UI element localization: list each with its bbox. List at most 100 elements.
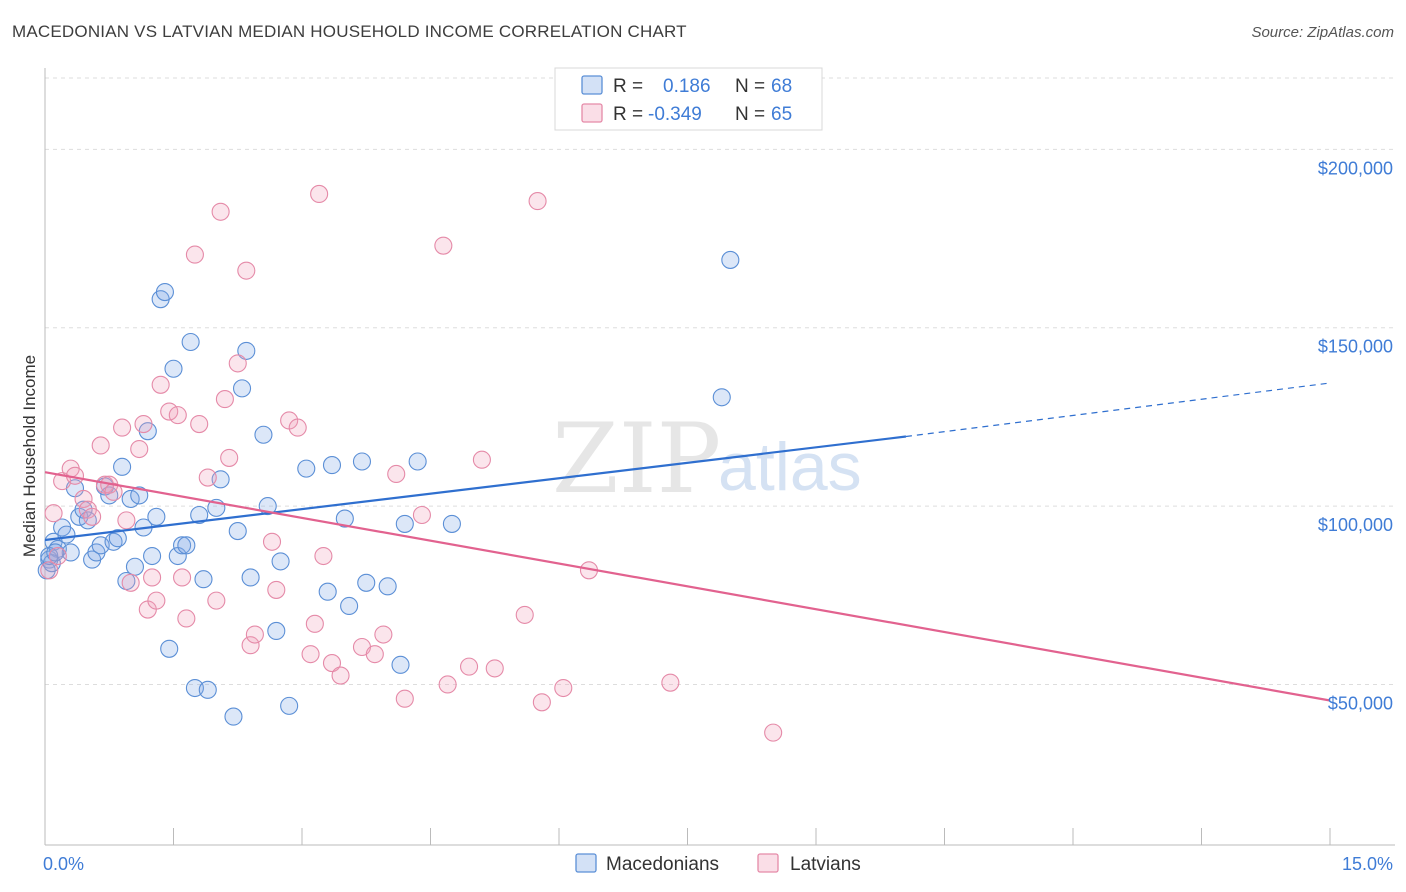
macedonian-point (378, 577, 397, 596)
macedonians-trend-extension (905, 382, 1331, 438)
macedonian-point (340, 596, 359, 616)
macedonian-point (322, 456, 342, 475)
macedonian-point (352, 452, 372, 471)
macedonian-point (177, 536, 196, 555)
latvian-point (91, 436, 110, 455)
legend-box (554, 67, 823, 131)
macedonian-point (113, 457, 132, 476)
macedonian-point (194, 570, 213, 589)
y-tick-label: $200,000 (1318, 158, 1393, 178)
macedonian-point (130, 486, 149, 505)
macedonian-point (147, 507, 166, 526)
latvian-point (185, 245, 204, 264)
latvian-point (40, 561, 59, 580)
latvian-point (288, 418, 307, 437)
trend-lines (44, 382, 1331, 702)
latvian-point (177, 609, 196, 628)
latvian-point (438, 675, 457, 694)
legend-r-label-blue: R = (613, 76, 643, 97)
bottom-legend-latvians: Latvians (790, 854, 861, 875)
latvian-point (44, 504, 63, 523)
latvian-point (331, 666, 350, 685)
macedonian-point (181, 332, 200, 352)
latvian-point (117, 511, 136, 530)
latvian-point (215, 390, 234, 409)
legend-n-label-blue: N = (735, 76, 765, 97)
macedonian-point (241, 568, 260, 587)
latvian-point (472, 450, 491, 469)
latvian-point (237, 261, 256, 280)
legend-r-value-blue: 0.186 (663, 76, 711, 97)
macedonian-point (297, 459, 316, 478)
latvian-point (305, 614, 324, 633)
macedonians-trend-line (44, 435, 907, 542)
macedonian-point (442, 514, 461, 533)
macedonian-point (267, 621, 286, 641)
bottom-legend-pink-swatch (757, 853, 779, 873)
macedonian-point (198, 680, 217, 699)
latvian-point (74, 489, 93, 509)
macedonian-point (173, 536, 192, 555)
latvian-point (211, 202, 230, 221)
legend-n-label-pink: N = (735, 104, 765, 125)
legend-r-value-pink: -0.349 (648, 104, 702, 125)
legend: R = 0.186 N = 68 R = -0.349 N = 65 (554, 67, 823, 131)
macedonian-point (42, 554, 61, 573)
latvian-point (121, 573, 140, 592)
macedonian-point (143, 546, 162, 566)
latvian-point (434, 236, 453, 255)
latvian-point (322, 654, 342, 673)
latvian-point (301, 645, 320, 664)
macedonian-point (125, 557, 144, 576)
latvian-point (395, 689, 414, 708)
latvian-point (554, 678, 573, 698)
macedonian-point (108, 529, 127, 548)
macedonian-point (271, 552, 290, 571)
x-tick-label-max: 15.0% (1342, 854, 1393, 874)
legend-r-label-pink: R = (613, 104, 643, 125)
y-tick-labels: $50,000 $100,000 $150,000 $200,000 (1318, 158, 1393, 713)
x-tick-labels: 0.0% 15.0% (43, 854, 1393, 874)
macedonian-point (357, 573, 376, 592)
latvian-point (365, 645, 384, 664)
macedonian-point (237, 341, 256, 360)
latvian-point (314, 546, 333, 566)
latvian-point (190, 414, 209, 434)
latvian-point (220, 448, 239, 467)
latvian-point (267, 580, 286, 599)
latvian-point (245, 625, 264, 644)
latvian-point (485, 659, 504, 678)
macedonian-point (712, 388, 731, 407)
macedonian-point (155, 282, 174, 302)
macedonian-point (224, 707, 243, 726)
latvian-point (661, 673, 680, 692)
latvian-point (198, 468, 217, 487)
latvian-point (151, 375, 170, 394)
macedonian-point (335, 509, 354, 528)
bottom-legend: Macedonians Latvians (575, 853, 861, 875)
latvian-point (412, 505, 431, 525)
latvian-point (48, 546, 67, 566)
latvian-point (130, 439, 149, 459)
latvian-point (207, 591, 226, 610)
latvian-point (113, 418, 132, 437)
macedonian-point (391, 655, 410, 674)
legend-n-value-blue: 68 (771, 76, 792, 97)
y-tick-label: $50,000 (1328, 693, 1393, 713)
bottom-legend-blue-swatch (575, 853, 597, 873)
watermark-atlas: atlas (718, 429, 862, 505)
latvian-point (168, 406, 187, 425)
bottom-legend-macedonians: Macedonians (606, 854, 719, 875)
macedonian-point (254, 425, 273, 444)
legend-pink-swatch (581, 103, 603, 123)
y-axis-label: Median Household Income (20, 355, 39, 557)
latvian-point (173, 568, 192, 587)
macedonian-point (228, 522, 247, 541)
axes (44, 68, 1395, 846)
latvian-point (459, 657, 479, 676)
latvian-point (532, 693, 551, 712)
macedonian-point (280, 696, 299, 715)
latvian-point (241, 636, 260, 655)
latvian-point (310, 184, 329, 203)
